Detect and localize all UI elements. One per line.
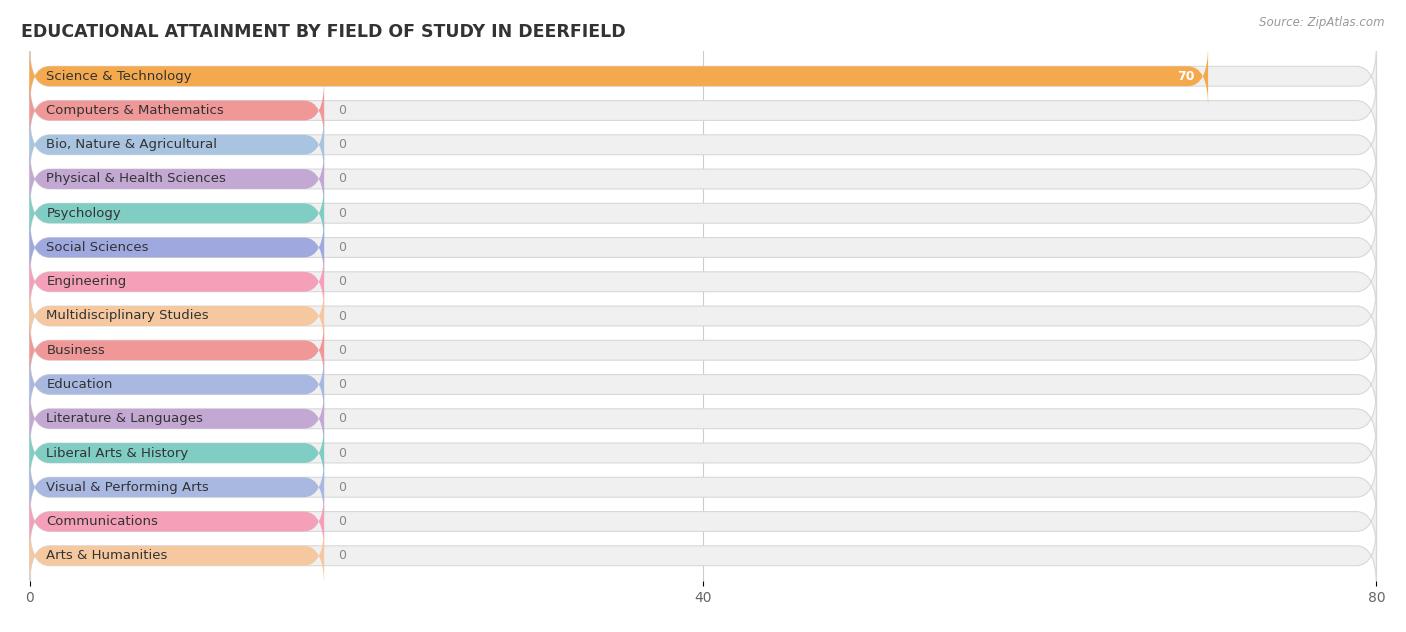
Text: 0: 0 <box>337 276 346 288</box>
Text: Multidisciplinary Studies: Multidisciplinary Studies <box>46 310 209 322</box>
FancyBboxPatch shape <box>30 387 325 450</box>
Text: 0: 0 <box>337 104 346 117</box>
FancyBboxPatch shape <box>30 114 1376 176</box>
Text: Business: Business <box>46 344 105 356</box>
FancyBboxPatch shape <box>30 148 1376 210</box>
FancyBboxPatch shape <box>30 250 325 313</box>
FancyBboxPatch shape <box>30 285 1376 347</box>
Text: Engineering: Engineering <box>46 276 127 288</box>
FancyBboxPatch shape <box>30 490 325 552</box>
Text: 0: 0 <box>337 173 346 186</box>
Text: Liberal Arts & History: Liberal Arts & History <box>46 446 188 459</box>
FancyBboxPatch shape <box>30 456 325 518</box>
FancyBboxPatch shape <box>30 250 1376 313</box>
Text: 0: 0 <box>337 446 346 459</box>
FancyBboxPatch shape <box>30 319 1376 382</box>
Text: Education: Education <box>46 378 112 391</box>
FancyBboxPatch shape <box>30 182 1376 245</box>
FancyBboxPatch shape <box>30 80 1376 142</box>
Text: 0: 0 <box>337 515 346 528</box>
FancyBboxPatch shape <box>30 216 1376 279</box>
Text: Social Sciences: Social Sciences <box>46 241 149 254</box>
Text: 0: 0 <box>337 138 346 151</box>
Text: 0: 0 <box>337 344 346 356</box>
Text: Bio, Nature & Agricultural: Bio, Nature & Agricultural <box>46 138 218 151</box>
Text: 0: 0 <box>337 207 346 220</box>
FancyBboxPatch shape <box>30 422 1376 484</box>
FancyBboxPatch shape <box>30 422 325 484</box>
Text: Science & Technology: Science & Technology <box>46 70 193 83</box>
Text: 0: 0 <box>337 481 346 494</box>
FancyBboxPatch shape <box>30 285 325 347</box>
Text: 0: 0 <box>337 549 346 562</box>
Text: 0: 0 <box>337 241 346 254</box>
FancyBboxPatch shape <box>30 525 325 587</box>
FancyBboxPatch shape <box>30 490 1376 552</box>
FancyBboxPatch shape <box>30 148 325 210</box>
Text: Visual & Performing Arts: Visual & Performing Arts <box>46 481 209 494</box>
Text: EDUCATIONAL ATTAINMENT BY FIELD OF STUDY IN DEERFIELD: EDUCATIONAL ATTAINMENT BY FIELD OF STUDY… <box>21 23 626 40</box>
FancyBboxPatch shape <box>30 114 325 176</box>
FancyBboxPatch shape <box>30 319 325 382</box>
FancyBboxPatch shape <box>30 182 325 245</box>
Text: 0: 0 <box>337 378 346 391</box>
Text: 70: 70 <box>1177 70 1195 83</box>
Text: Computers & Mathematics: Computers & Mathematics <box>46 104 224 117</box>
FancyBboxPatch shape <box>30 525 1376 587</box>
FancyBboxPatch shape <box>30 45 1376 107</box>
FancyBboxPatch shape <box>30 45 1208 107</box>
Text: Arts & Humanities: Arts & Humanities <box>46 549 167 562</box>
FancyBboxPatch shape <box>30 456 1376 518</box>
Text: Psychology: Psychology <box>46 207 121 220</box>
Text: 0: 0 <box>337 310 346 322</box>
Text: Physical & Health Sciences: Physical & Health Sciences <box>46 173 226 186</box>
FancyBboxPatch shape <box>30 353 1376 416</box>
Text: Communications: Communications <box>46 515 159 528</box>
FancyBboxPatch shape <box>30 353 325 416</box>
Text: Literature & Languages: Literature & Languages <box>46 412 204 425</box>
FancyBboxPatch shape <box>30 80 325 142</box>
Text: 0: 0 <box>337 412 346 425</box>
FancyBboxPatch shape <box>30 216 325 279</box>
Text: Source: ZipAtlas.com: Source: ZipAtlas.com <box>1260 16 1385 29</box>
FancyBboxPatch shape <box>30 387 1376 450</box>
